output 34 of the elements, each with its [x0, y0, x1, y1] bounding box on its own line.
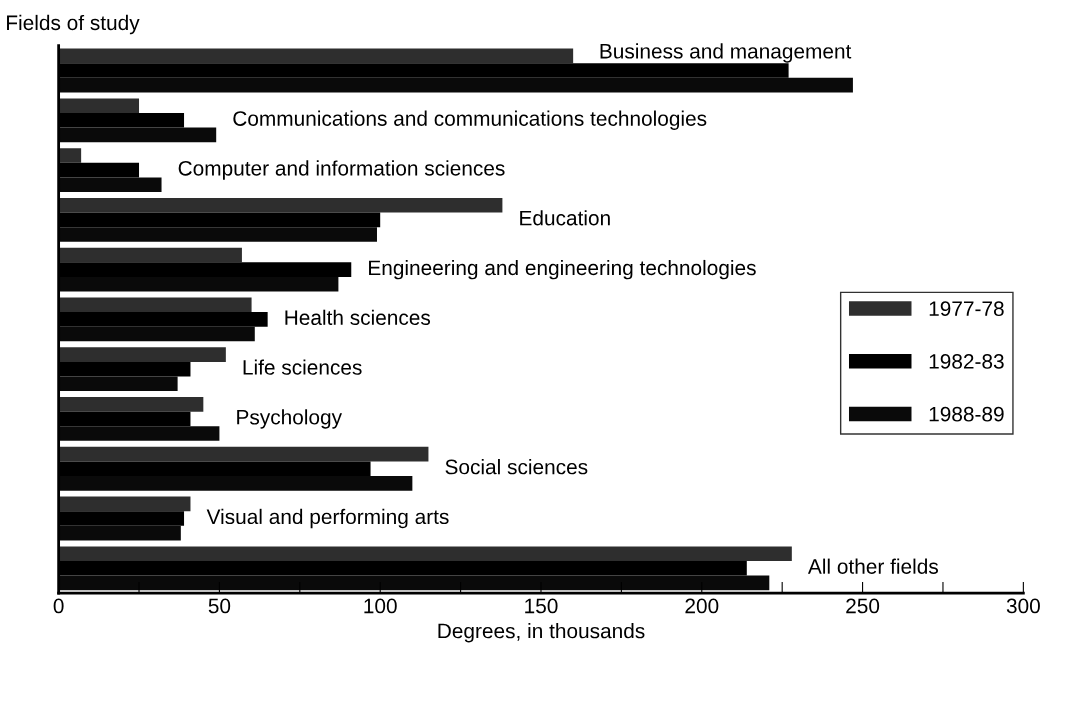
x-tick-label: 50	[208, 598, 231, 614]
bar	[58, 197, 503, 213]
bar	[58, 446, 429, 462]
y-tick-label: Visual and performing arts	[206, 508, 449, 529]
x-tick-label: 300	[1006, 598, 1040, 614]
legend-label: 1982-83	[929, 354, 1004, 369]
y-tick-label: Business and management	[600, 43, 852, 63]
bar	[58, 148, 82, 163]
y-tick-label: Life sciences	[243, 359, 362, 375]
y-tick-label: All other fields	[807, 558, 938, 574]
x-tick-label: 200	[685, 598, 719, 614]
bar	[58, 297, 252, 313]
bar	[58, 347, 226, 362]
y-tick-label: Engineering and engineering technologies	[369, 259, 756, 280]
y-tick-label: Social sciences	[445, 459, 588, 475]
y-tick-label: Education	[520, 210, 610, 226]
y-tick-label: Computer and information sciences	[178, 160, 505, 180]
y-axis-title: Fields of study	[7, 14, 140, 35]
bar	[58, 546, 792, 561]
x-tick-label: 100	[364, 598, 397, 614]
legend-label: 1977-78	[929, 301, 1004, 317]
x-tick-label: 250	[846, 598, 880, 614]
x-tick-label: 150	[525, 598, 558, 614]
bar	[58, 397, 204, 412]
y-tick-label: Health sciences	[285, 309, 431, 325]
bar	[58, 496, 191, 512]
bar	[58, 48, 574, 64]
x-tick-label: 0	[53, 598, 64, 614]
legend-label: 1988-89	[929, 406, 1004, 422]
bar	[58, 247, 242, 263]
y-tick-label: Psychology	[237, 409, 342, 429]
y-tick-label: Communications and communications technologies	[233, 110, 707, 131]
bar	[58, 98, 140, 113]
x-axis-title: Degrees, in thousands	[438, 623, 645, 643]
